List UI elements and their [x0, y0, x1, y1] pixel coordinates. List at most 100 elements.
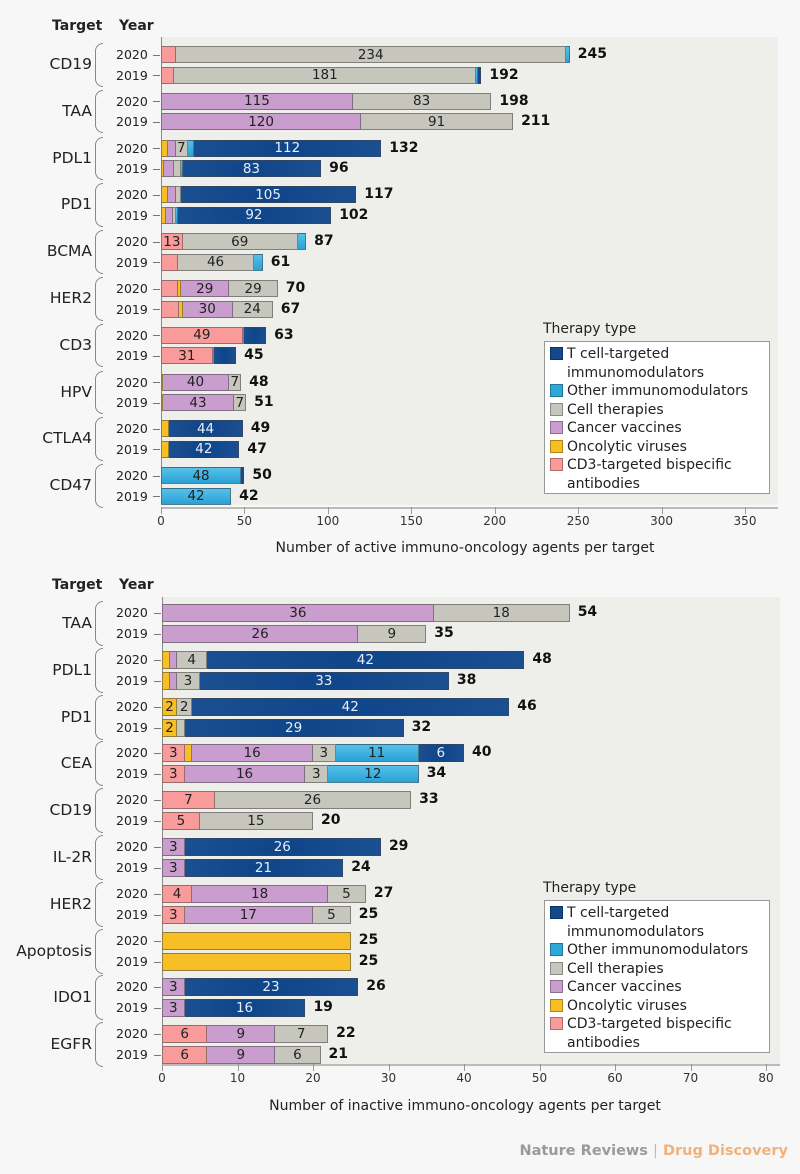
bar-segment-cd3: 7 — [162, 791, 215, 810]
bar-total-label: 47 — [247, 440, 267, 457]
bar-segment-tcell: 23 — [184, 978, 359, 997]
target-bracket — [95, 370, 103, 415]
year-label: 2020 — [116, 605, 148, 620]
year-tick — [154, 961, 161, 963]
x-tick — [244, 507, 246, 514]
year-label: 2019 — [116, 488, 148, 504]
target-label: BCMA — [46, 242, 92, 261]
target-bracket — [95, 136, 103, 181]
bar-segment-cell — [242, 326, 245, 344]
x-tick-label: 250 — [566, 514, 590, 528]
bar-segment-tcell: 105 — [181, 186, 357, 204]
year-tick — [153, 54, 160, 56]
target-label: HPV — [60, 382, 92, 401]
bar-segment-cell: 7 — [234, 394, 247, 412]
segment-value-label: 36 — [289, 605, 307, 621]
legend-item-oncolytic: Oncolytic viruses — [550, 997, 764, 1016]
legend-item-oncolytic: Oncolytic viruses — [550, 438, 764, 457]
segment-value-label: 7 — [235, 394, 245, 411]
segment-value-label: 29 — [285, 719, 303, 736]
bar-segment-other — [176, 206, 178, 224]
year-tick — [153, 241, 160, 243]
x-tick — [494, 507, 496, 514]
bar-total-label: 35 — [434, 625, 454, 641]
year-label: 2020 — [116, 698, 148, 714]
bar-total-label: 211 — [521, 113, 551, 130]
x-tick — [690, 1064, 692, 1071]
year-label: 2019 — [116, 766, 148, 782]
bar-segment-other — [181, 160, 183, 178]
bar-total-label: 102 — [339, 206, 369, 223]
bar-segment-oncolytic — [179, 300, 183, 318]
year-label: 2020 — [116, 281, 148, 296]
target-bracket — [95, 881, 103, 927]
segment-value-label: 44 — [196, 420, 215, 437]
bar-segment-other: 42 — [161, 487, 232, 505]
x-tick — [327, 507, 329, 514]
legend-swatch-other — [550, 384, 563, 397]
bar-segment-tcell: 33 — [199, 671, 449, 690]
legend-label: Cancer vaccines — [567, 979, 682, 995]
journal-name: Nature Reviews — [519, 1143, 648, 1159]
target-label: CD19 — [49, 801, 92, 820]
x-tick-label: 70 — [682, 1071, 699, 1085]
bar-total-label: 49 — [250, 420, 271, 437]
segment-value-label: 120 — [248, 113, 274, 130]
segment-value-label: 24 — [243, 301, 261, 317]
bar-segment-cell: 7 — [176, 139, 188, 157]
y-axis-line — [161, 37, 162, 505]
segment-value-label: 181 — [311, 67, 338, 83]
segment-value-label: 29 — [196, 280, 214, 297]
segment-value-label: 3 — [169, 745, 178, 762]
bar-segment-vaccine: 18 — [192, 884, 329, 903]
year-label: 2019 — [116, 254, 148, 270]
bar-total-label: 21 — [328, 1046, 349, 1063]
bar-segment-vaccine: 9 — [207, 1025, 276, 1044]
bar-segment-cell: 9 — [358, 625, 427, 643]
legend-label: Cell therapies — [567, 960, 664, 977]
bar-total-label: 198 — [499, 92, 529, 109]
x-tick-label: 0 — [157, 514, 165, 528]
legend-label: CD3-targeted bispecific antibodies — [567, 457, 732, 492]
target-label: CTLA4 — [42, 429, 92, 448]
segment-value-label: 42 — [187, 488, 205, 505]
target-label: CD47 — [49, 476, 92, 495]
legend-swatch-vaccine — [550, 421, 563, 434]
bar-total-label: 96 — [329, 160, 349, 177]
year-tick — [154, 987, 161, 989]
target-label: PDL1 — [52, 660, 92, 679]
x-tick-label: 150 — [399, 514, 423, 528]
bar-segment-cell: 2 — [177, 697, 193, 716]
bar-segment-tcell: 29 — [184, 718, 404, 737]
x-tick-label: 50 — [236, 514, 253, 528]
segment-value-label: 2 — [179, 698, 189, 715]
bar-segment-cd3 — [161, 46, 177, 63]
year-label: 2020 — [116, 374, 148, 390]
year-tick — [153, 121, 160, 123]
x-tick — [162, 1064, 163, 1071]
bar-total-label: 117 — [364, 186, 394, 203]
x-tick-label: 30 — [380, 1071, 397, 1085]
legend-item-other: Other immunomodulators — [550, 941, 764, 960]
bar-segment-oncolytic — [161, 186, 168, 204]
segment-value-label: 7 — [184, 792, 193, 809]
target-bracket — [95, 277, 103, 321]
segment-value-label: 9 — [387, 626, 397, 642]
target-bracket — [95, 323, 103, 368]
bar-segment-other — [566, 46, 570, 63]
year-tick — [153, 309, 160, 310]
x-tick-label: 60 — [607, 1071, 623, 1085]
target-label: IL-2R — [52, 848, 92, 866]
target-bracket — [95, 694, 103, 740]
bar-segment-tcell — [478, 66, 482, 84]
segment-value-label: 4 — [187, 651, 196, 668]
bar-segment-tcell: 92 — [177, 206, 332, 224]
bar-segment-vaccine: 40 — [162, 373, 230, 391]
bar-total-label: 29 — [388, 838, 409, 854]
year-tick — [153, 148, 160, 150]
year-tick — [153, 101, 160, 103]
segment-value-label: 49 — [193, 327, 211, 344]
target-label: PD1 — [60, 707, 92, 726]
bar-total-label: 45 — [244, 347, 264, 364]
x-tick — [313, 1064, 314, 1071]
